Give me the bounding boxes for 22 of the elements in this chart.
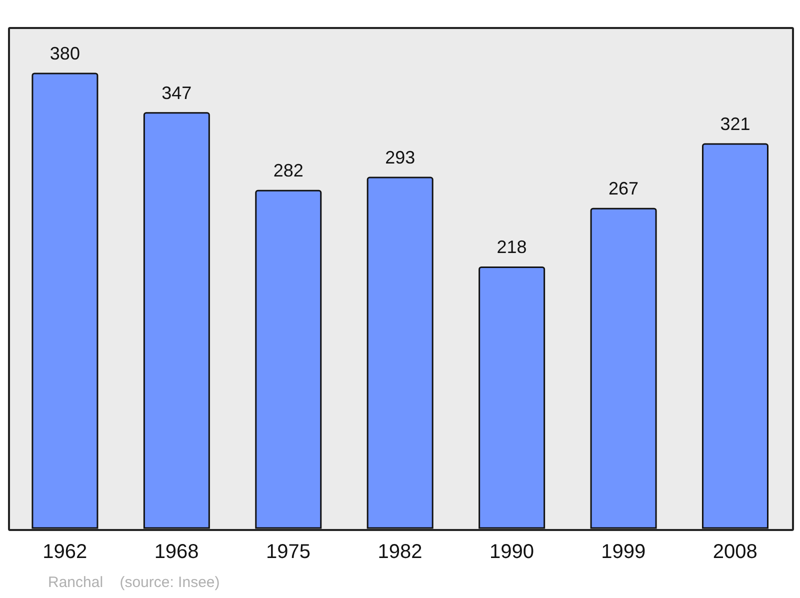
- bar: [32, 72, 98, 529]
- data-label: 347: [162, 82, 192, 103]
- x-tick-label: 2008: [712, 541, 758, 564]
- data-label: 218: [496, 237, 527, 258]
- bar: [255, 190, 322, 529]
- x-tick-label: 1982: [378, 541, 422, 564]
- data-label: 293: [385, 148, 416, 168]
- text: Ranchal (source: Insee): [48, 574, 220, 591]
- bar: [590, 208, 657, 529]
- x-tick-label: 1968: [154, 541, 199, 564]
- data-label: 321: [720, 114, 750, 134]
- bar: [143, 112, 210, 529]
- x-tick-label: 1962: [42, 541, 88, 564]
- data-label: 282: [273, 160, 304, 181]
- x-tick-label: 1999: [601, 541, 646, 564]
- bar: [366, 176, 434, 529]
- bar: [478, 266, 546, 529]
- data-label: 380: [50, 43, 80, 64]
- data-label: 267: [608, 178, 639, 199]
- bar: [702, 143, 768, 529]
- x-tick-label: 1975: [266, 541, 311, 564]
- x-tick-label: 1990: [489, 541, 534, 564]
